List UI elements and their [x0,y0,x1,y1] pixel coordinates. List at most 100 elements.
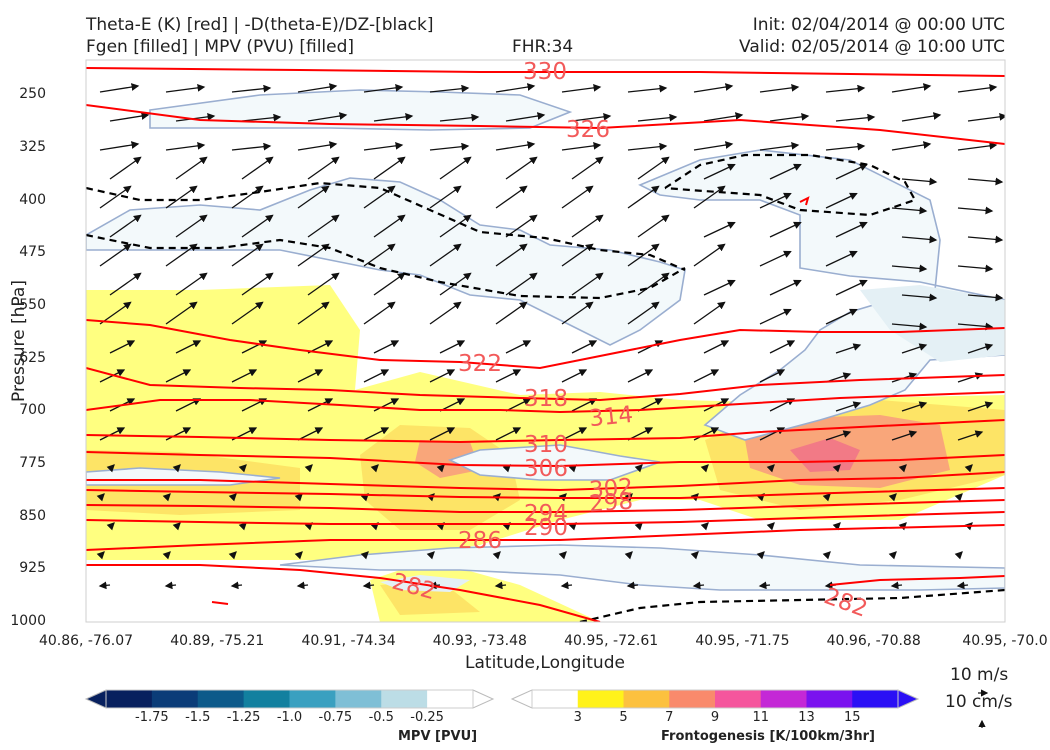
wind-arrow [693,301,726,325]
x-tick-label: 40.93, -73.48 [432,633,527,649]
mpv-colorbar-tick: -0.25 [410,710,444,725]
theta-e-contour-318 [86,367,1005,402]
wind-arrow [637,214,670,238]
wind-arrow [825,308,858,325]
wind-arrow [901,112,942,122]
y-tick-label: 1000 [10,613,46,629]
wind-arrow [690,551,699,560]
wind-arrow [230,581,243,590]
wind-arrow [954,551,963,560]
mpv-colorbar-segment [427,690,474,708]
mpv-colorbar-segment [106,690,153,708]
wind-arrow [957,430,984,441]
fgen-colorbar-segment [669,690,716,708]
wind-arrow [888,493,897,502]
wind-arrow [370,464,379,473]
mpv-colorbar-segment [243,690,290,708]
wind-arrow [898,464,907,473]
wind-arrow [363,83,404,93]
fgen-9-region [790,438,860,472]
wind-arrow [495,369,522,383]
wind-arrow [571,214,604,238]
wind-arrow [756,551,765,560]
wind-arrow [967,177,1004,186]
wind-arrow [241,156,274,180]
fgen-colorbar-right-cap [897,689,920,709]
wind-arrow [637,113,678,122]
wind-arrow [429,84,470,93]
wind-arrow [759,192,792,209]
fgen-colorbar-tick: 3 [573,710,582,725]
forecast-hour: FHR:34 [512,37,574,57]
init-time: Init: 02/04/2014 @ 00:00 UTC [752,15,1005,35]
wind-arrow [769,340,796,354]
theta-e-contour-loop [799,196,810,206]
wind-arrow [99,301,132,325]
wind-arrow [561,185,594,209]
y-tick-label: 250 [19,86,46,103]
wind-arrow [571,398,598,412]
wind-arrow [769,279,802,296]
wind-arrow [957,322,994,331]
wind-arrow [363,369,390,383]
wind-arrow [637,272,670,296]
theta-e-contours [86,67,1005,622]
wind-arrow [307,112,348,122]
wind-arrow [901,177,938,186]
wind-arrow [835,221,868,238]
wind-arrow [495,141,536,151]
fgen-colorbar-tick: 9 [710,710,720,725]
wind-arrow [307,214,340,238]
x-tick-label: 40.95, -72.61 [564,633,659,649]
wind-arrow [835,343,862,354]
wind-arrow [693,243,726,267]
mpv-colorbar-tick: -1.25 [226,710,261,725]
wind-arrow [373,112,414,122]
vector-key-vertical: 10 cm/s [945,692,1013,712]
mpv-colorbar-segment [197,690,245,708]
theta-e-contour-282-east [829,575,1005,586]
y-axis-label: Pressure [hPa] [9,280,29,402]
wind-arrow [373,398,400,412]
fgen-colorbar-segment [577,690,624,708]
theta-e-contour-326 [86,104,1005,145]
wind-arrow [439,113,480,122]
theta-e-label: 326 [566,117,610,143]
wind-arrow [967,112,1005,122]
y-tick-label: 850 [19,507,46,524]
y-tick-label: 475 [19,244,46,261]
wind-arrow [106,464,115,473]
x-tick-label: 40.96, -70.88 [826,633,921,649]
wind-arrow [822,493,831,502]
wind-arrow [238,464,247,473]
wind-arrow [891,206,928,215]
mpv-colorbar-right-cap [472,689,495,709]
wind-arrow [495,83,536,93]
wind-arrow [492,551,501,560]
wind-arrow [693,369,720,383]
wind-arrow [363,427,390,441]
wind-arrow [162,493,171,502]
wind-arrow [758,581,771,590]
wind-arrow [832,522,841,531]
wind-arrow [495,301,528,325]
wind-arrow [822,551,831,560]
fgen-colorbar-segment [852,690,899,708]
wind-arrow [627,142,668,151]
fgen-colorbar-tick: 13 [798,710,815,725]
wind-arrow [165,427,192,441]
wind-arrow [231,243,264,267]
wind-arrow [175,214,208,238]
wind-arrow [759,250,792,267]
mpv-colorbar-tick: -0.5 [368,710,394,725]
wind-arrow [891,264,928,273]
wind-arrow [835,279,868,296]
wind-arrow [561,369,588,383]
wind-arrow [560,581,573,590]
wind-arrow [832,464,841,473]
wind-arrow [703,112,744,122]
vector-key-arrows [978,689,989,728]
wind-arrow [561,243,594,267]
wind-arrow [96,493,105,502]
wind-arrow [967,401,994,412]
